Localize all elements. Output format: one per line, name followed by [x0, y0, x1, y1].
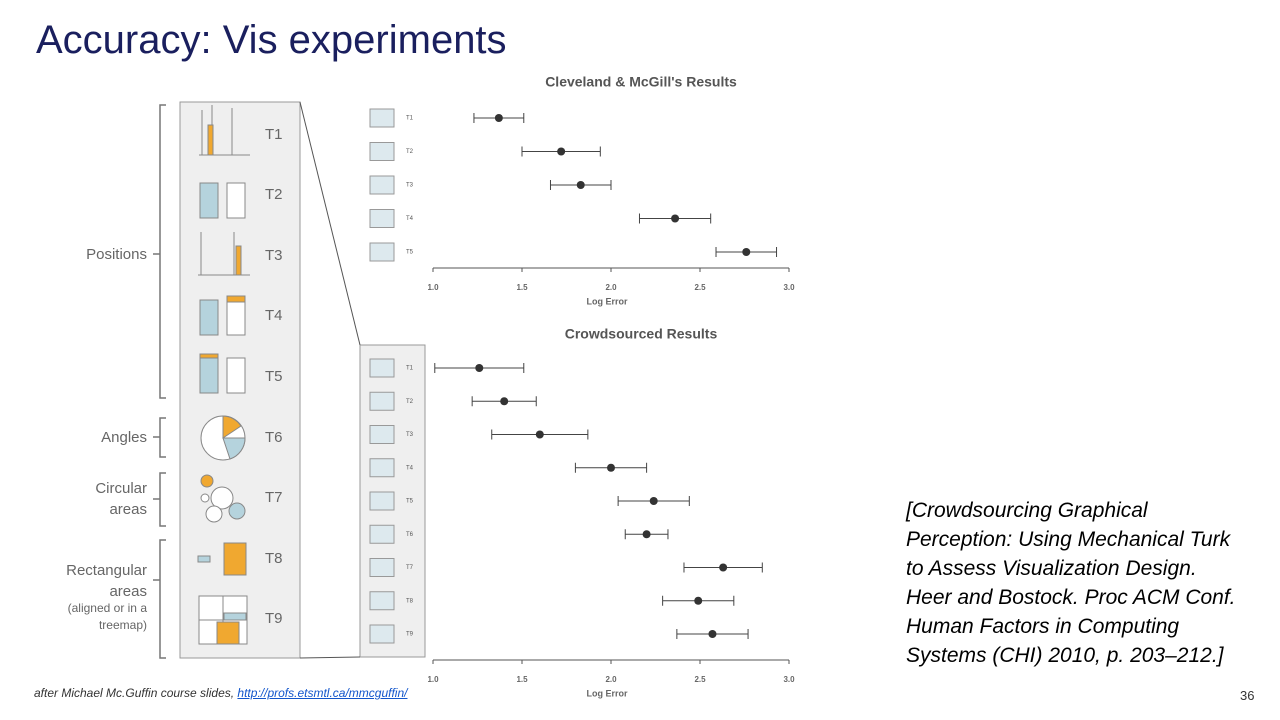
point: [642, 530, 651, 539]
x-axis-label: Log Error: [586, 688, 627, 698]
row-icon: [369, 108, 395, 128]
category-label: T4: [406, 465, 414, 471]
row-icon: [369, 242, 395, 262]
task-label: T4: [265, 307, 283, 324]
category-label: T1: [406, 366, 414, 372]
citation: [Crowdsourcing Graphical Perception: Usi…: [906, 499, 1236, 667]
x-tick-label: 1.0: [427, 283, 439, 292]
slide-title: Accuracy: Vis experiments: [36, 18, 507, 62]
task-label: T9: [265, 610, 283, 627]
category-label: T1: [406, 116, 414, 122]
task-label: T5: [265, 368, 283, 385]
point: [557, 147, 566, 156]
category-label: T8: [406, 598, 414, 604]
task-label: T6: [265, 429, 283, 446]
task-label: T7: [265, 489, 283, 506]
point: [500, 397, 509, 406]
category-label: T5: [406, 499, 414, 505]
point: [694, 596, 703, 605]
row-icon: [369, 524, 395, 544]
row-icon: [369, 624, 395, 644]
task-label: T8: [265, 550, 283, 567]
group-label: Angles: [101, 429, 147, 446]
row-icon: [369, 425, 395, 444]
row-icon: [369, 142, 395, 161]
category-label: T5: [406, 250, 414, 256]
category-label: T3: [406, 432, 414, 438]
x-tick-label: 3.0: [783, 283, 795, 292]
category-label: T9: [406, 632, 414, 638]
category-label: T4: [406, 216, 414, 222]
point: [535, 430, 544, 439]
chart-title: Crowdsourced Results: [565, 326, 718, 342]
brackets: [153, 104, 166, 659]
page-number: 36: [1240, 688, 1255, 703]
group-label: Positions: [86, 246, 147, 263]
x-tick-label: 2.5: [694, 675, 706, 684]
row-icon: [369, 591, 395, 611]
row-icon: [369, 358, 395, 378]
x-axis-label: Log Error: [586, 296, 627, 306]
task-label: T3: [265, 247, 283, 264]
zoom-line: [299, 656, 361, 659]
point: [494, 114, 503, 122]
x-tick-label: 1.5: [516, 283, 528, 292]
category-label: T2: [406, 399, 414, 405]
task-label: T1: [265, 126, 283, 143]
point: [719, 563, 728, 572]
footer: after Michael Mc.Guffin course slides, h…: [34, 686, 407, 700]
row-icon: [369, 458, 395, 478]
row-icon: [369, 209, 395, 228]
row-icon: [369, 558, 395, 577]
point: [671, 214, 680, 223]
chart-title: Cleveland & McGill's Results: [545, 74, 737, 90]
footer-link[interactable]: http://profs.etsmtl.ca/mmcguffin/: [237, 686, 408, 700]
task-icons: [197, 105, 250, 645]
category-label: T7: [406, 565, 414, 571]
row-icon: [369, 175, 395, 195]
point: [649, 497, 658, 505]
point: [708, 630, 717, 638]
point: [475, 364, 484, 372]
category-label: T2: [406, 149, 414, 155]
x-tick-label: 3.0: [783, 675, 795, 684]
group-label: Circular areas: [95, 480, 147, 518]
point: [576, 181, 585, 189]
x-tick-label: 2.0: [605, 283, 617, 292]
category-label: T3: [406, 183, 414, 189]
point: [742, 248, 751, 256]
x-tick-label: 1.0: [427, 675, 439, 684]
group-note: (aligned or in a treemap): [67, 601, 147, 632]
x-tick-label: 1.5: [516, 675, 528, 684]
footer-text: after Michael Mc.Guffin course slides,: [34, 686, 238, 700]
point: [607, 463, 615, 472]
row-icon: [369, 391, 395, 411]
category-label: T6: [406, 532, 414, 538]
group-label: Rectangular areas: [66, 562, 147, 600]
task-label: T2: [265, 186, 283, 203]
x-tick-label: 2.5: [694, 283, 706, 292]
row-icon: [369, 491, 395, 511]
zoom-line: [299, 101, 361, 346]
x-tick-label: 2.0: [605, 675, 617, 684]
